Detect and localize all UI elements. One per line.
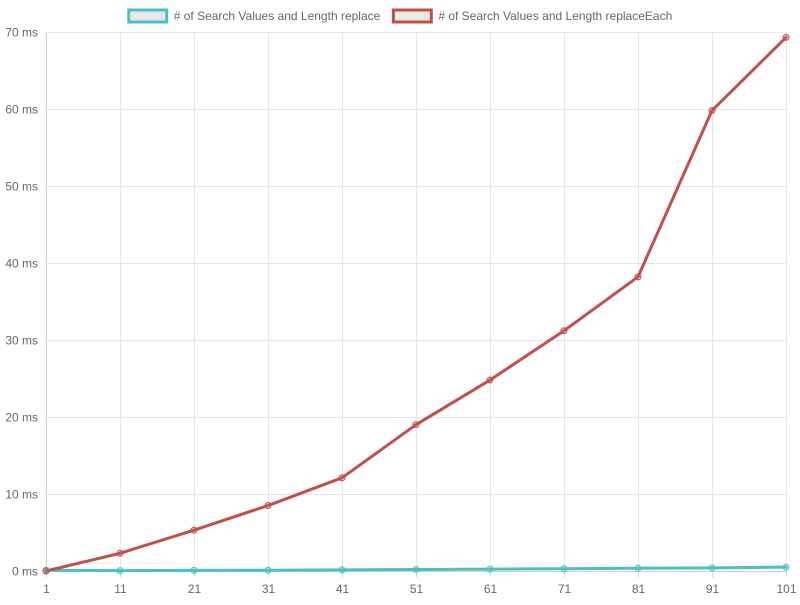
data-point xyxy=(264,502,272,510)
data-point xyxy=(708,107,716,115)
x-tick-label: 11 xyxy=(114,582,127,596)
x-tick-label: 101 xyxy=(776,582,796,596)
data-point xyxy=(116,549,124,557)
legend-item: # of Search Values and Length replace xyxy=(127,8,381,24)
data-point xyxy=(412,421,420,429)
x-tick-label: 21 xyxy=(188,582,202,596)
x-tick-label: 61 xyxy=(484,582,498,596)
data-point xyxy=(634,564,642,572)
series-points xyxy=(42,33,790,575)
data-point xyxy=(708,564,716,572)
data-point xyxy=(560,565,568,573)
x-tick-label: 51 xyxy=(410,582,424,596)
legend-swatch xyxy=(391,8,433,24)
legend-label: # of Search Values and Length replaceEac… xyxy=(438,9,672,23)
y-tick-label: 50 ms xyxy=(5,180,38,194)
legend: # of Search Values and Length replace # o… xyxy=(127,8,672,24)
x-tick-label: 31 xyxy=(262,582,276,596)
grid xyxy=(46,32,787,577)
data-point xyxy=(560,327,568,335)
data-point xyxy=(782,33,790,41)
data-point xyxy=(190,526,198,534)
y-tick-label: 40 ms xyxy=(5,257,38,271)
data-point xyxy=(338,566,346,574)
data-point xyxy=(42,567,50,575)
y-tick-label: 10 ms xyxy=(5,488,38,502)
x-tick-label: 1 xyxy=(43,582,50,596)
legend-label: # of Search Values and Length replace xyxy=(174,9,381,23)
data-point xyxy=(264,566,272,574)
data-point xyxy=(486,376,494,384)
legend-item: # of Search Values and Length replaceEac… xyxy=(391,8,672,24)
axes: 0 ms 10 ms 20 ms 30 ms 40 ms 50 ms 60 ms 70 ms 1… xyxy=(5,26,797,597)
x-tick-label: 71 xyxy=(558,582,572,596)
y-tick-label: 60 ms xyxy=(5,103,38,117)
data-point xyxy=(338,474,346,482)
series-lines xyxy=(44,35,788,573)
series-line-2 xyxy=(44,35,788,573)
data-point xyxy=(486,565,494,573)
data-point xyxy=(116,567,124,575)
data-point xyxy=(782,563,790,571)
data-point xyxy=(634,273,642,281)
x-tick-label: 81 xyxy=(632,582,646,596)
y-tick-label: 70 ms xyxy=(5,26,38,40)
y-tick-label: 0 ms xyxy=(12,565,38,579)
y-tick-label: 20 ms xyxy=(5,411,38,425)
data-point xyxy=(412,565,420,573)
legend-swatch xyxy=(127,8,169,24)
data-point xyxy=(190,566,198,574)
x-tick-label: 41 xyxy=(336,582,350,596)
x-tick-label: 91 xyxy=(706,582,720,596)
series-line-1 xyxy=(44,565,788,573)
y-tick-label: 30 ms xyxy=(5,334,38,348)
